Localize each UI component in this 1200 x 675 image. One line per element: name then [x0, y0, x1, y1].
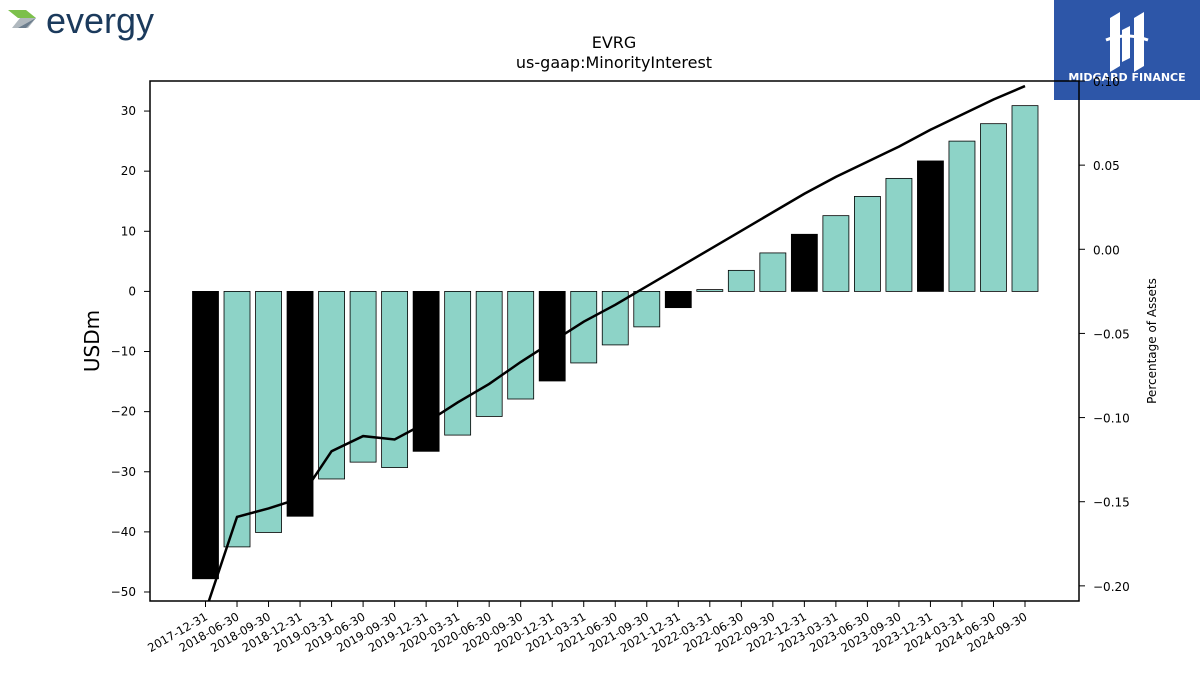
evergy-logo: evergy	[8, 2, 154, 41]
bar-2022-12-31	[790, 233, 818, 292]
chart-title: EVRG	[592, 33, 637, 52]
y-tick-label: 30	[121, 104, 136, 118]
y-tick-label: −20	[111, 405, 136, 419]
y2-tick-label: 0.10	[1093, 75, 1120, 89]
bar-2023-09-30	[885, 177, 913, 292]
midgard-finance-logo: MIDGARD FINANCE	[1054, 0, 1200, 100]
y-tick-label: 10	[121, 224, 136, 238]
evergy-wordmark: evergy	[46, 2, 154, 41]
y2-axis-label: Percentage of Assets	[1145, 278, 1159, 404]
bar-2019-06-30	[349, 291, 377, 463]
bar-2023-06-30	[854, 196, 881, 292]
bar-2023-12-31	[917, 160, 944, 292]
y-tick-label: −10	[111, 345, 136, 359]
plot-frame	[149, 80, 1080, 602]
bar-2017-12-31	[192, 291, 219, 580]
bar-2022-09-30	[759, 252, 787, 292]
bar-2024-03-31	[948, 140, 976, 292]
bar-2018-06-30	[223, 291, 251, 548]
bar-2020-09-30	[507, 291, 535, 400]
evergy-chevron-top	[8, 10, 36, 18]
line-layer	[207, 84, 1026, 601]
bar-2020-06-30	[475, 291, 503, 417]
y2-tick-label: −0.05	[1093, 327, 1130, 341]
y2-tick-label: −0.15	[1093, 496, 1130, 510]
bar-2021-12-31	[664, 291, 692, 309]
y-tick-label: −30	[111, 465, 136, 479]
bar-2021-09-30	[633, 291, 661, 328]
bar-2023-03-31	[822, 215, 850, 292]
percentage-of-assets-line	[207, 84, 1026, 601]
bar-2022-06-30	[727, 269, 755, 292]
y2-tick-label: 0.00	[1093, 243, 1120, 257]
bar-2024-09-30	[1011, 105, 1039, 292]
y-tick-label: 20	[121, 164, 136, 178]
y2-tick-label: −0.20	[1093, 580, 1130, 594]
y-tick-label: 0	[128, 284, 136, 298]
y-tick-label: −50	[111, 585, 136, 599]
y-axis-label: USDm	[80, 310, 104, 372]
y-tick-label: −40	[111, 525, 136, 539]
chart-subtitle: us-gaap:MinorityInterest	[516, 53, 712, 72]
midgard-wordmark: MIDGARD FINANCE	[1068, 71, 1185, 84]
bar-2018-12-31	[286, 291, 314, 517]
bar-2019-12-31	[412, 291, 440, 452]
bar-2018-09-30	[255, 291, 282, 533]
bar-2024-06-30	[980, 123, 1007, 292]
x-axis: 2017-12-312018-06-302018-09-302018-12-31…	[145, 601, 1030, 655]
left-axis: 30 20 10 0 −10 −20 −30 −40 −50	[111, 104, 150, 599]
right-axis: 0.10 0.05 0.00 −0.05 −0.10 −0.15 −0.20	[1079, 75, 1130, 594]
bar-2019-09-30	[381, 291, 409, 468]
bars-layer	[192, 105, 1039, 580]
y2-tick-label: −0.10	[1093, 412, 1130, 426]
midgard-emblem: MIDGARD FINANCE	[1068, 12, 1186, 84]
bar-2022-03-31	[696, 289, 724, 292]
bar-2020-03-31	[444, 291, 472, 436]
y2-tick-label: 0.05	[1093, 159, 1120, 173]
evergy-chevron-mid	[12, 18, 36, 28]
